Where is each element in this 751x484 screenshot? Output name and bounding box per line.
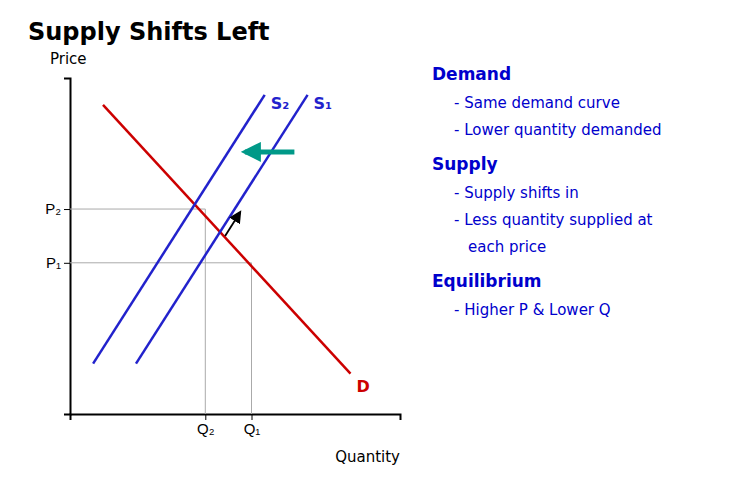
line-labels: D S₁ S₂: [271, 94, 370, 396]
series-line: [136, 95, 308, 364]
axis-line: [64, 79, 71, 415]
y-axis: P₂ P₁: [45, 79, 70, 415]
tick-mark: [64, 209, 70, 210]
annotation-line: each price: [468, 238, 546, 256]
arrow: [245, 149, 295, 154]
marks: [70, 95, 351, 414]
axis-line: [71, 415, 401, 421]
tick: Q₁: [244, 414, 261, 437]
annotation-line: - Same demand curve: [454, 94, 620, 112]
drop-lines: [70, 209, 252, 414]
series-line: [103, 105, 351, 374]
drop-line-horizontal: [70, 262, 252, 263]
x-axis: Q₂ Q₁: [71, 414, 401, 437]
annotation-heading: Demand: [432, 64, 511, 84]
series-label: D: [357, 377, 370, 396]
tick: P₂: [45, 200, 70, 217]
annotation-heading: Equilibrium: [432, 271, 542, 291]
arrow: [225, 212, 240, 236]
plot: Q₂ Q₁ P₂ P₁ Price Quantity D S₁ S₂: [45, 50, 400, 466]
annotation-line: - Higher P & Lower Q: [454, 301, 611, 319]
x-axis-label: Quantity: [335, 448, 400, 466]
annotation-line: - Lower quantity demanded: [454, 121, 662, 139]
tick: Q₂: [197, 414, 215, 437]
tick: P₁: [46, 254, 70, 271]
chart: Supply Shifts Left Q₂ Q₁ P₂ P₁ Price Quantity D…: [0, 0, 751, 484]
drop-line-horizontal: [70, 209, 205, 210]
tick-label: Q₁: [244, 420, 261, 437]
drop-line-vertical: [205, 209, 206, 414]
tick-label: Q₂: [197, 420, 215, 437]
annotation-line: - Less quantity supplied at: [454, 211, 653, 229]
drop-line-vertical: [251, 263, 252, 414]
series-label: S₂: [271, 94, 290, 113]
title: Supply Shifts Left: [28, 18, 270, 46]
annotations: Demand - Same demand curve - Lower quantit…: [432, 64, 662, 319]
tick-label: P₁: [46, 254, 61, 271]
series-label: S₁: [314, 94, 333, 113]
annotation-heading: Supply: [432, 154, 498, 174]
tick-label: P₂: [45, 200, 61, 217]
series-line: [93, 95, 265, 364]
y-axis-label: Price: [50, 50, 87, 68]
annotation-line: - Supply shifts in: [454, 184, 579, 202]
tick-mark: [64, 263, 70, 264]
